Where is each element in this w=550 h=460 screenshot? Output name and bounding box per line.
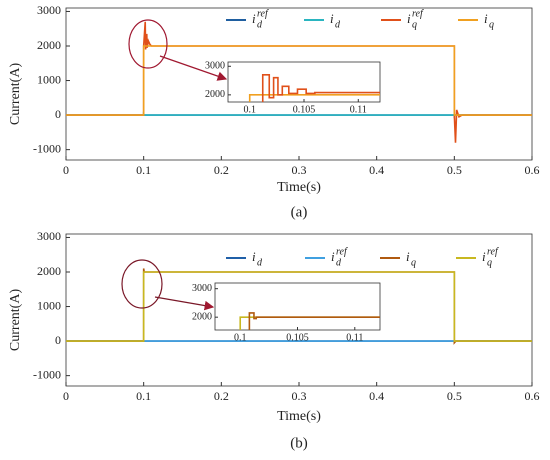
highlight-circle bbox=[128, 19, 168, 69]
inset-area bbox=[214, 282, 381, 331]
y-tick-label: -1000 bbox=[33, 141, 61, 155]
x-axis-label: Time(s) bbox=[277, 409, 321, 424]
y-tick-label: 0 bbox=[55, 107, 61, 121]
x-tick-label: 0.3 bbox=[292, 389, 307, 403]
inset-x-tick-label: 0.11 bbox=[350, 104, 367, 115]
inset-x-tick-label: 0.105 bbox=[293, 104, 316, 115]
highlight-circle bbox=[121, 259, 163, 309]
inset-y-tick-label: 2000 bbox=[192, 311, 212, 322]
legend-label-sub: q bbox=[412, 19, 417, 30]
inset-lines bbox=[248, 74, 380, 102]
x-tick-label: 0 bbox=[63, 163, 69, 177]
x-tick-label: 0.5 bbox=[447, 389, 462, 403]
line bbox=[261, 74, 380, 102]
line bbox=[248, 94, 380, 102]
x-tick-label: 0.2 bbox=[214, 389, 229, 403]
annotations bbox=[121, 19, 228, 311]
legend-label-sub: d bbox=[336, 257, 342, 268]
x-tick-label: 0.2 bbox=[214, 163, 229, 177]
legend-label-sub: q bbox=[411, 257, 416, 268]
y-tick-label: 2000 bbox=[37, 264, 61, 278]
legend-label-sup: ref bbox=[336, 246, 348, 257]
inset-x-tick-label: 0.105 bbox=[286, 332, 309, 343]
inset-x-tick-label: 0.1 bbox=[243, 104, 256, 115]
inset-x-tick-label: 0.1 bbox=[234, 332, 247, 343]
legend-label-sup: ref bbox=[257, 8, 269, 19]
legend-label: i bbox=[252, 11, 256, 26]
series-lines bbox=[66, 21, 532, 143]
line bbox=[66, 45, 532, 116]
legend-label-sub: q bbox=[487, 257, 492, 268]
x-tick-label: 0.6 bbox=[525, 163, 540, 177]
legend-label-sub: d bbox=[257, 257, 263, 268]
x-tick-label: 0.5 bbox=[447, 163, 462, 177]
y-tick-label: 3000 bbox=[37, 229, 61, 243]
inset-y-tick-label: 2000 bbox=[205, 89, 225, 100]
legend-label: i bbox=[482, 249, 486, 264]
x-tick-label: 0.1 bbox=[136, 389, 151, 403]
legend-label: i bbox=[407, 11, 411, 26]
panel-label: (b) bbox=[290, 435, 308, 451]
panel-label: (a) bbox=[291, 204, 308, 220]
legend-label: i bbox=[484, 11, 488, 26]
x-tick-label: 0.4 bbox=[369, 389, 384, 403]
inset-lines bbox=[239, 312, 380, 330]
inset-area bbox=[227, 61, 381, 103]
y-axis-label: Current(A) bbox=[8, 63, 23, 126]
line bbox=[66, 271, 532, 342]
inset-y-tick-label: 3000 bbox=[205, 61, 225, 72]
line bbox=[248, 312, 380, 330]
legend-label-sub: d bbox=[257, 19, 263, 30]
x-axis-label: Time(s) bbox=[277, 180, 321, 195]
y-tick-label: 1000 bbox=[37, 298, 61, 312]
series-lines bbox=[66, 268, 532, 345]
y-tick-label: 2000 bbox=[37, 38, 61, 52]
x-tick-label: 0.6 bbox=[525, 389, 540, 403]
inset-x-tick-label: 0.11 bbox=[346, 332, 363, 343]
y-tick-label: 1000 bbox=[37, 72, 61, 86]
legend-label: i bbox=[252, 249, 256, 264]
x-tick-label: 0.1 bbox=[136, 163, 151, 177]
y-tick-label: -1000 bbox=[33, 367, 61, 381]
zoom-arrow bbox=[154, 296, 215, 311]
legend-label-sub: d bbox=[335, 19, 341, 30]
y-tick-label: 0 bbox=[55, 333, 61, 347]
y-axis-label: Current(A) bbox=[8, 289, 23, 352]
x-tick-label: 0 bbox=[63, 389, 69, 403]
legend-label: i bbox=[330, 11, 334, 26]
legend-label-sup: ref bbox=[412, 8, 424, 19]
legend-label-sup: ref bbox=[487, 246, 499, 257]
legend-label: i bbox=[331, 249, 335, 264]
x-tick-label: 0.3 bbox=[292, 163, 307, 177]
y-tick-label: 3000 bbox=[37, 3, 61, 17]
zoom-arrow bbox=[159, 55, 228, 81]
legend-label-sub: q bbox=[489, 19, 494, 30]
inset-y-tick-label: 3000 bbox=[192, 283, 212, 294]
line bbox=[66, 21, 532, 143]
legend-label: i bbox=[406, 249, 410, 264]
x-tick-label: 0.4 bbox=[369, 163, 384, 177]
